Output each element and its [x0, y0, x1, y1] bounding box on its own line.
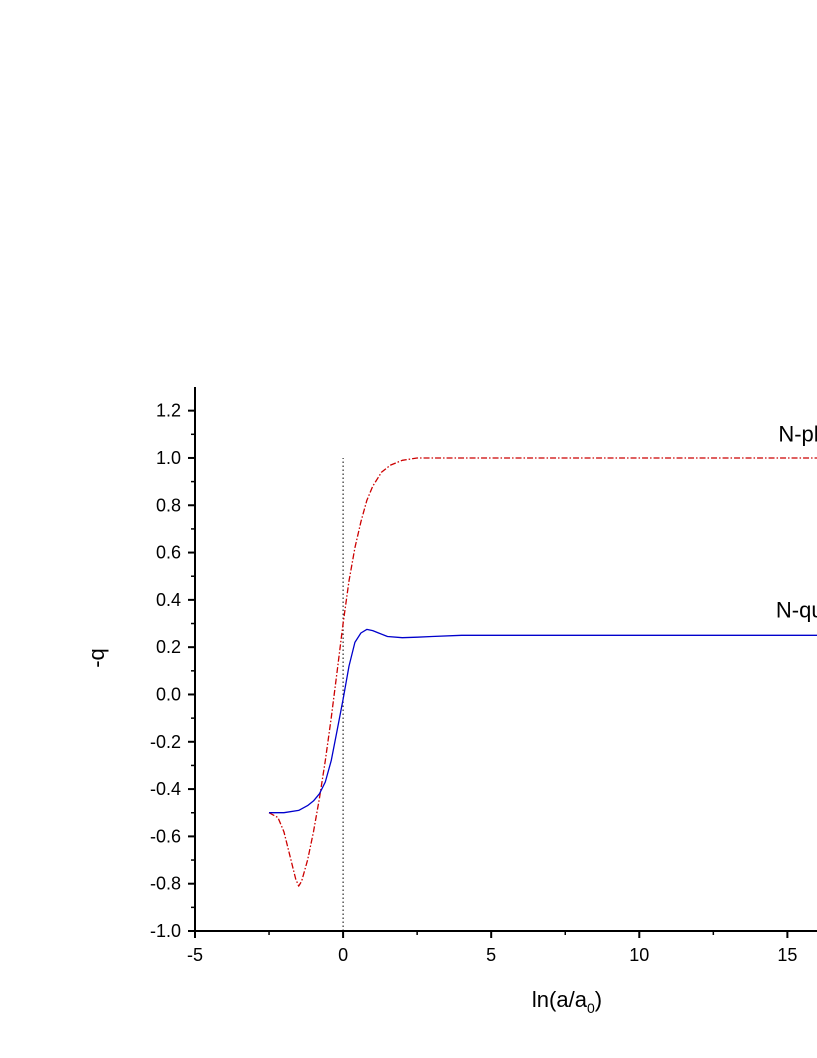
x-tick-label: 15: [777, 945, 797, 965]
y-tick-label: 0.6: [156, 543, 181, 563]
x-axis-title-main: ln(a/a: [532, 987, 588, 1012]
y-tick-label: -0.8: [150, 874, 181, 894]
series-label-0: N-ph: [778, 421, 817, 446]
x-tick-label: 10: [629, 945, 649, 965]
y-tick-label: -0.2: [150, 732, 181, 752]
ticks: -5 0 5 10 15 -1.0 -0.8 -0.6 -0.4 -0.2 0.0 0.2 0.4 0.6…: [150, 401, 797, 965]
series-line-1: [269, 628, 817, 814]
series-label-1: N-qui: [776, 598, 817, 623]
y-tick-label: -0.6: [150, 826, 181, 846]
series-lines: [268, 457, 817, 887]
y-tick-label: -0.4: [150, 779, 181, 799]
x-axis-title-close: ): [595, 987, 602, 1012]
y-tick-label: 1.0: [156, 448, 181, 468]
y-tick-label: 0.0: [156, 684, 181, 704]
x-tick-label: -5: [187, 945, 203, 965]
series-line-0: [268, 457, 817, 887]
x-axis-title: ln(a/a0): [532, 987, 602, 1016]
x-tick-label: 5: [486, 945, 496, 965]
labels: N-ph N-qui: [776, 421, 817, 622]
y-tick-label: 0.4: [156, 590, 181, 610]
y-tick-label: 0.8: [156, 495, 181, 515]
y-tick-label: 0.2: [156, 637, 181, 657]
y-tick-label: -1.0: [150, 921, 181, 941]
y-axis-title: -q: [84, 648, 109, 668]
y-tick-label: 1.2: [156, 401, 181, 421]
x-tick-label: 0: [338, 945, 348, 965]
x-axis-title-subscript: 0: [587, 1000, 595, 1016]
